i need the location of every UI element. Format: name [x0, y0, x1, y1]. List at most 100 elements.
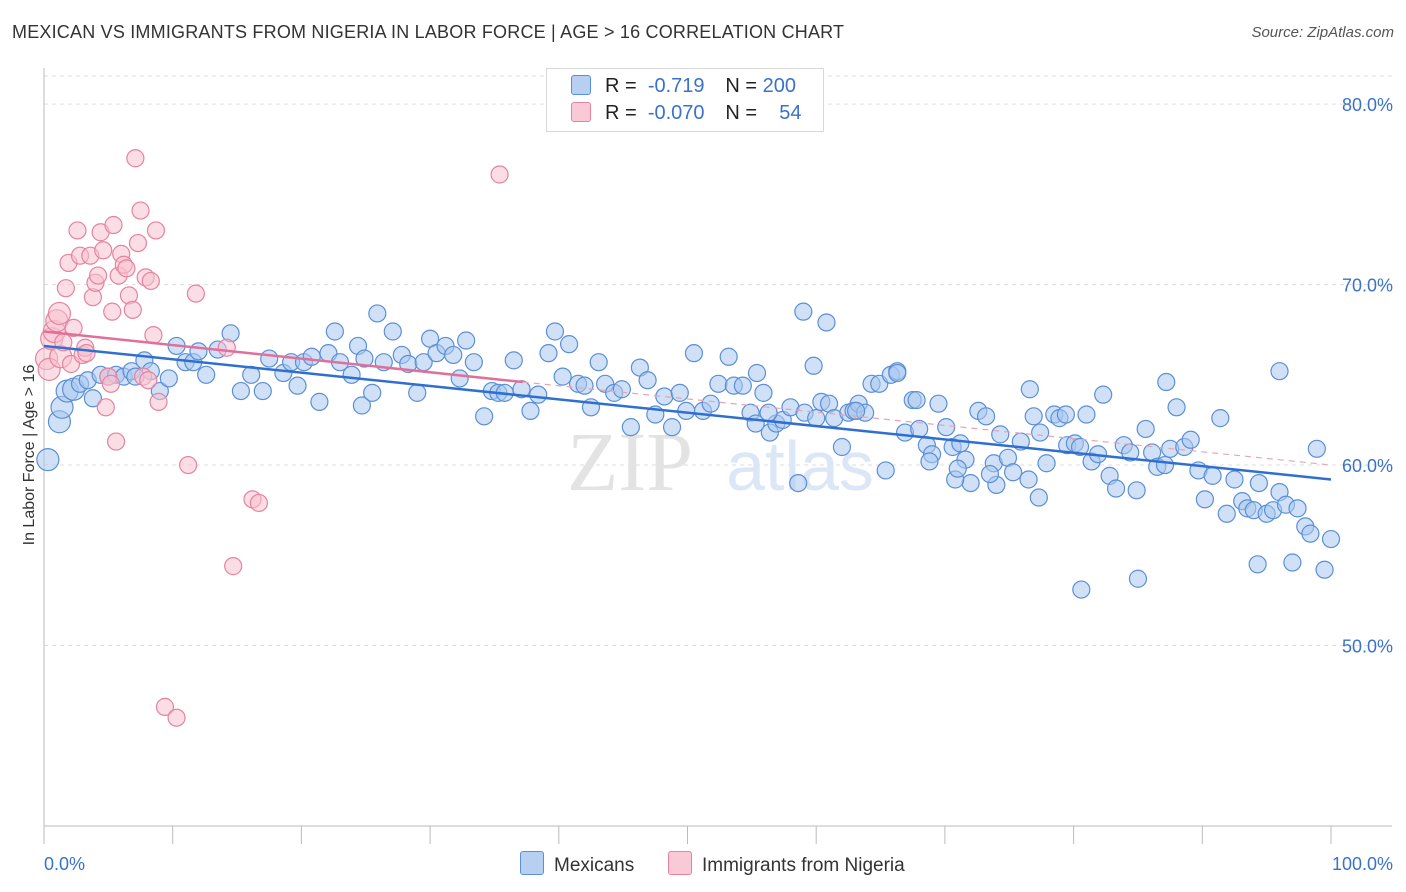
point-mexicans	[363, 383, 382, 402]
point-nigeria	[103, 302, 122, 321]
point-mexicans	[1195, 490, 1214, 509]
point-nigeria	[94, 241, 113, 260]
point-mexicans	[1106, 479, 1126, 498]
point-mexicans	[189, 342, 208, 361]
trendline-nigeria	[43, 330, 523, 384]
point-nigeria	[64, 318, 83, 337]
bottom-legend-label: Immigrants from Nigeria	[702, 855, 905, 876]
point-nigeria	[149, 392, 168, 411]
point-nigeria	[96, 398, 115, 417]
legend-r-value: -0.070	[647, 102, 705, 124]
point-mexicans	[670, 383, 689, 402]
y-tick-label: 80.0%	[1342, 95, 1393, 115]
data-points	[34, 149, 1341, 727]
point-nigeria	[249, 493, 269, 513]
legend-n-label: N =	[725, 102, 758, 124]
point-nigeria	[146, 221, 166, 240]
point-mexicans	[846, 401, 866, 421]
point-mexicans	[1037, 454, 1056, 473]
point-mexicans	[747, 363, 767, 383]
point-mexicans	[1283, 553, 1302, 572]
x-tick-label: 0.0%	[44, 854, 85, 874]
point-mexicans	[342, 365, 361, 384]
tick-labels: 50.0% 60.0% 70.0% 80.0% 0.0% 100.0%	[44, 95, 1393, 874]
trendline-mexicans	[43, 344, 1332, 481]
point-mexicans	[83, 389, 103, 408]
point-mexicans	[929, 394, 948, 413]
point-mexicans	[1307, 439, 1326, 458]
point-mexicans	[794, 302, 813, 321]
point-mexicans	[733, 376, 752, 395]
trendline-nigeria-extension	[522, 381, 1332, 466]
point-mexicans	[1249, 473, 1269, 493]
point-mexicans	[612, 380, 631, 399]
point-mexicans	[368, 304, 387, 323]
point-nigeria	[123, 300, 142, 319]
bottom-legend-swatch-mexicans	[520, 851, 544, 875]
point-mexicans	[231, 381, 251, 401]
bottom-legend-nigeria: Immigrants from Nigeria	[668, 851, 905, 877]
point-mexicans	[464, 353, 483, 372]
point-mexicans	[961, 473, 980, 493]
point-mexicans	[937, 418, 956, 437]
point-mexicans	[1070, 437, 1090, 457]
trend-lines	[43, 330, 1332, 481]
point-mexicans	[746, 414, 765, 433]
point-mexicans	[1225, 470, 1244, 489]
point-nigeria	[106, 432, 126, 451]
correlation-legend: R = -0.719 N = 200 R = -0.070 N = 54	[546, 68, 824, 132]
point-nigeria	[56, 279, 75, 298]
y-tick-label: 70.0%	[1342, 276, 1393, 296]
x-tick-label: 100.0%	[1332, 854, 1393, 874]
point-mexicans	[1203, 466, 1222, 485]
point-mexicans	[754, 383, 773, 402]
point-nigeria	[128, 233, 148, 253]
point-mexicans	[1128, 569, 1148, 588]
point-mexicans	[539, 344, 558, 363]
point-mexicans	[920, 452, 939, 471]
point-mexicans	[1248, 555, 1267, 574]
point-mexicans	[948, 459, 967, 478]
point-mexicans	[521, 401, 540, 421]
point-mexicans	[832, 437, 852, 457]
point-mexicans	[807, 409, 826, 428]
legend-n-label: N =	[725, 75, 758, 97]
point-mexicans	[575, 376, 594, 395]
bottom-legend-swatch-nigeria	[668, 851, 692, 875]
point-mexicans	[1181, 430, 1200, 449]
point-mexicans	[1029, 488, 1048, 507]
legend-n-value: 200	[762, 75, 796, 97]
point-mexicans	[36, 448, 60, 472]
point-mexicans	[951, 434, 970, 453]
point-nigeria	[224, 557, 243, 576]
bottom-legend-label: Mexicans	[554, 855, 635, 876]
point-mexicans	[817, 313, 836, 332]
point-mexicans	[457, 331, 476, 350]
point-mexicans	[159, 369, 178, 388]
point-mexicans	[638, 371, 657, 390]
point-nigeria	[186, 284, 205, 303]
point-nigeria	[88, 266, 108, 285]
point-mexicans	[1072, 580, 1091, 599]
point-mexicans	[621, 418, 640, 437]
point-mexicans	[888, 363, 907, 383]
point-mexicans	[1056, 405, 1075, 424]
source-label: Source: ZipAtlas.com	[1251, 24, 1394, 41]
point-mexicans	[1020, 380, 1039, 399]
point-mexicans	[1019, 470, 1038, 489]
point-mexicans	[260, 349, 279, 368]
point-nigeria	[77, 344, 96, 363]
watermark: ZIP atlas	[567, 416, 874, 509]
y-axis-label: In Labor Force | Age > 16	[21, 365, 38, 546]
point-mexicans	[980, 464, 1000, 484]
point-mexicans	[545, 322, 565, 341]
point-nigeria	[101, 374, 121, 393]
y-tick-label: 50.0%	[1342, 637, 1393, 657]
point-mexicans	[383, 322, 402, 341]
point-mexicans	[1315, 560, 1334, 579]
point-mexicans	[684, 344, 704, 363]
point-nigeria	[167, 708, 186, 727]
point-mexicans	[444, 345, 463, 365]
point-nigeria	[117, 259, 136, 278]
